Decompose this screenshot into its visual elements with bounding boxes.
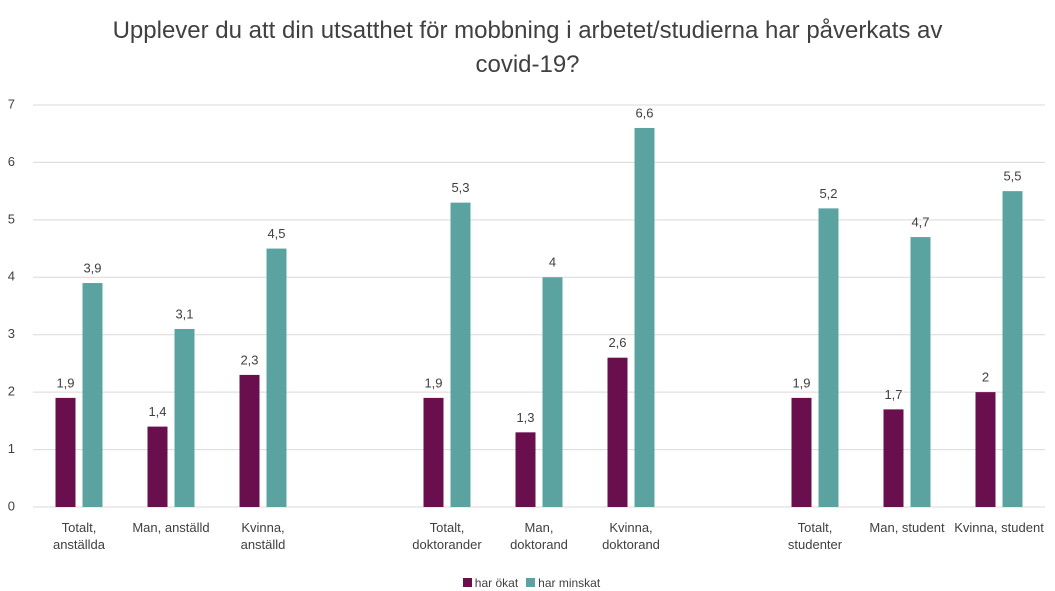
x-tick-label: Totalt, studenter [787,520,843,552]
x-tick-label: Man, anställd [132,520,210,535]
data-label: 1,9 [424,375,442,390]
bar [266,248,287,508]
data-label: 5,3 [451,180,469,195]
data-label: 5,2 [819,186,837,201]
data-label: 6,6 [635,105,653,120]
bar [515,432,536,507]
x-tick-label: Totalt, anställda [52,520,106,552]
y-tick-label: 2 [8,384,15,399]
x-tick-label: Kvinna, student [954,520,1044,535]
y-tick-label: 3 [8,326,15,341]
y-tick-label: 6 [8,154,15,169]
x-tick-label: Man, doktorand [510,520,568,552]
bar [607,357,628,507]
legend-label: har ökat [474,576,519,590]
y-tick-label: 4 [8,269,15,284]
y-tick-label: 1 [8,441,15,456]
data-label: 3,9 [83,260,101,275]
x-tick-label: Man, student [869,520,945,535]
legend: har ökat har minskat [0,576,1055,590]
bar [910,237,931,508]
data-label: 2,6 [608,335,626,350]
bar [1002,191,1023,507]
bar [883,409,904,507]
data-label: 1,3 [516,410,534,425]
legend-swatch [526,578,536,587]
data-label: 4 [549,255,556,270]
y-tick-label: 5 [8,211,15,226]
x-tick-label: Kvinna, anställd [240,520,286,552]
bar [423,397,444,507]
data-label: 3,1 [175,306,193,321]
y-tick-label: 0 [8,498,15,513]
bar [239,374,260,507]
data-label: 1,7 [884,387,902,402]
legend-swatch [462,578,472,587]
x-tick-label: Kvinna, doktorand [602,520,660,552]
bar [174,328,195,507]
bar [450,202,471,507]
bar [818,208,839,507]
x-tick-label: Totalt, doktorander [412,520,482,552]
chart-title: Upplever du att din utsatthet för mobbni… [112,17,943,78]
bar [82,283,103,507]
data-label: 2,3 [240,352,258,367]
data-label: 4,7 [911,215,929,230]
data-label: 1,9 [56,375,74,390]
data-label: 1,4 [148,404,166,419]
bar [791,397,812,507]
legend-label: har minskat [538,576,601,590]
bar [147,426,168,507]
bar [634,127,655,507]
y-tick-label: 7 [8,96,15,111]
data-label: 2 [982,370,989,385]
bar [542,277,563,507]
data-label: 1,9 [792,375,810,390]
bar [975,392,996,507]
bar [55,397,76,507]
data-label: 5,5 [1003,169,1021,184]
data-label: 4,5 [267,226,285,241]
